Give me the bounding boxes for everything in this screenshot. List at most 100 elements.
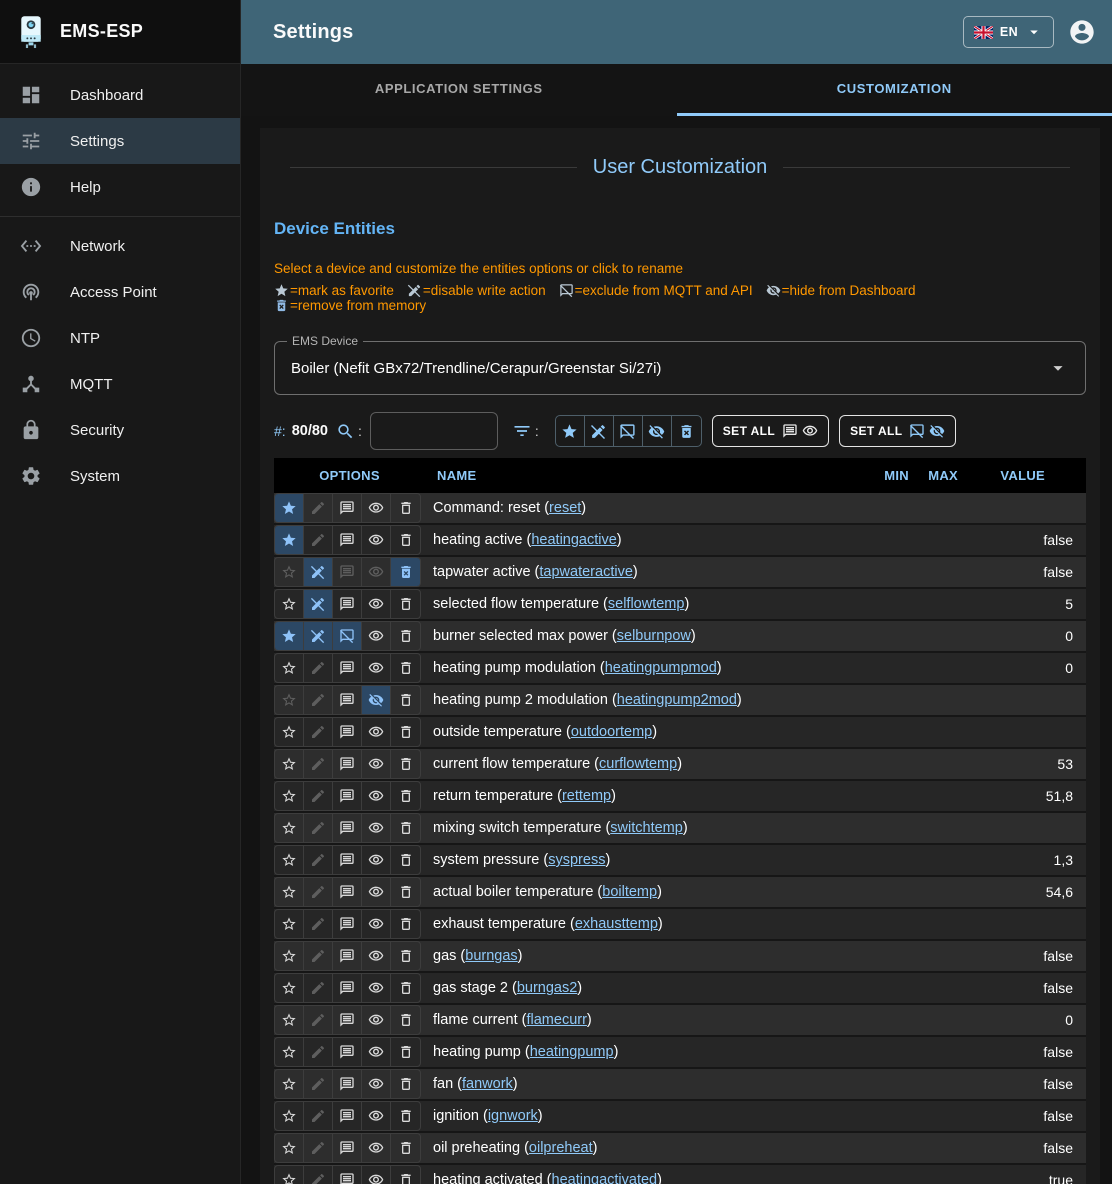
visibility-toggle[interactable] bbox=[362, 1006, 391, 1034]
mqtt-exclude-toggle[interactable] bbox=[333, 654, 362, 682]
remove-toggle[interactable] bbox=[391, 526, 420, 554]
entity-row[interactable]: heating active (heatingactive) false bbox=[274, 525, 1086, 557]
entity-shortname-link[interactable]: ignwork bbox=[487, 1108, 538, 1124]
entity-shortname-link[interactable]: oilpreheat bbox=[528, 1140, 593, 1156]
entity-shortname-link[interactable]: boiltemp bbox=[602, 884, 658, 900]
remove-toggle[interactable] bbox=[391, 590, 420, 618]
favorite-toggle[interactable] bbox=[275, 654, 304, 682]
favorite-toggle[interactable] bbox=[275, 814, 304, 842]
entity-row[interactable]: exhaust temperature (exhausttemp) bbox=[274, 909, 1086, 941]
mqtt-exclude-toggle[interactable] bbox=[333, 942, 362, 970]
search-input[interactable] bbox=[369, 412, 498, 450]
write-toggle[interactable] bbox=[304, 1070, 333, 1098]
write-toggle[interactable] bbox=[304, 558, 333, 586]
sidebar-item-ntp[interactable]: NTP bbox=[0, 315, 240, 361]
entity-row[interactable]: fan (fanwork) false bbox=[274, 1069, 1086, 1101]
entity-row[interactable]: heating pump 2 modulation (heatingpump2m… bbox=[274, 685, 1086, 717]
tab-customization[interactable]: CUSTOMIZATION bbox=[676, 64, 1112, 116]
mqtt-exclude-toggle[interactable] bbox=[333, 1166, 362, 1184]
entity-shortname-link[interactable]: tapwateractive bbox=[539, 564, 633, 580]
entity-row[interactable]: current flow temperature (curflowtemp) 5… bbox=[274, 749, 1086, 781]
write-toggle[interactable] bbox=[304, 910, 333, 938]
favorite-toggle[interactable] bbox=[275, 1134, 304, 1162]
visibility-toggle[interactable] bbox=[362, 942, 391, 970]
remove-toggle[interactable] bbox=[391, 974, 420, 1002]
visibility-toggle[interactable] bbox=[362, 1038, 391, 1066]
entity-row[interactable]: heating pump modulation (heatingpumpmod)… bbox=[274, 653, 1086, 685]
write-toggle[interactable] bbox=[304, 526, 333, 554]
entity-shortname-link[interactable]: rettemp bbox=[561, 788, 612, 804]
mqtt-exclude-toggle[interactable] bbox=[333, 494, 362, 522]
entity-row[interactable]: gas stage 2 (burngas2) false bbox=[274, 973, 1086, 1005]
visibility-toggle[interactable] bbox=[362, 686, 391, 714]
write-toggle[interactable] bbox=[304, 1006, 333, 1034]
entity-row[interactable]: Command: reset (reset) bbox=[274, 493, 1086, 525]
entity-shortname-link[interactable]: burngas bbox=[465, 948, 518, 964]
entity-shortname-link[interactable]: curflowtemp bbox=[599, 756, 678, 772]
mqtt-exclude-toggle[interactable] bbox=[333, 1070, 362, 1098]
write-toggle[interactable] bbox=[304, 686, 333, 714]
toggle-eye-off-icon[interactable] bbox=[643, 416, 672, 446]
favorite-toggle[interactable] bbox=[275, 782, 304, 810]
entity-row[interactable]: tapwater active (tapwateractive) false bbox=[274, 557, 1086, 589]
remove-toggle[interactable] bbox=[391, 846, 420, 874]
remove-toggle[interactable] bbox=[391, 1070, 420, 1098]
favorite-toggle[interactable] bbox=[275, 686, 304, 714]
remove-toggle[interactable] bbox=[391, 1166, 420, 1184]
favorite-toggle[interactable] bbox=[275, 974, 304, 1002]
favorite-toggle[interactable] bbox=[275, 718, 304, 746]
favorite-toggle[interactable] bbox=[275, 1006, 304, 1034]
remove-toggle[interactable] bbox=[391, 782, 420, 810]
remove-toggle[interactable] bbox=[391, 1102, 420, 1130]
write-toggle[interactable] bbox=[304, 942, 333, 970]
favorite-toggle[interactable] bbox=[275, 1166, 304, 1184]
remove-toggle[interactable] bbox=[391, 686, 420, 714]
mqtt-exclude-toggle[interactable] bbox=[333, 1006, 362, 1034]
entity-shortname-link[interactable]: syspress bbox=[548, 852, 606, 868]
entity-row[interactable]: mixing switch temperature (switchtemp) bbox=[274, 813, 1086, 845]
entity-shortname-link[interactable]: fanwork bbox=[462, 1076, 513, 1092]
remove-toggle[interactable] bbox=[391, 878, 420, 906]
sidebar-item-mqtt[interactable]: MQTT bbox=[0, 361, 240, 407]
favorite-toggle[interactable] bbox=[275, 910, 304, 938]
entity-shortname-link[interactable]: switchtemp bbox=[610, 820, 683, 836]
visibility-toggle[interactable] bbox=[362, 1070, 391, 1098]
remove-toggle[interactable] bbox=[391, 654, 420, 682]
write-toggle[interactable] bbox=[304, 1166, 333, 1184]
write-toggle[interactable] bbox=[304, 590, 333, 618]
ems-device-select[interactable]: EMS Device Boiler (Nefit GBx72/Trendline… bbox=[274, 334, 1086, 395]
entity-row[interactable]: ignition (ignwork) false bbox=[274, 1101, 1086, 1133]
entity-shortname-link[interactable]: heatingactive bbox=[531, 532, 617, 548]
account-icon[interactable] bbox=[1068, 18, 1096, 46]
entity-row[interactable]: heating pump (heatingpump) false bbox=[274, 1037, 1086, 1069]
mqtt-exclude-toggle[interactable] bbox=[333, 878, 362, 906]
entity-shortname-link[interactable]: heatingpump2mod bbox=[616, 692, 737, 708]
visibility-toggle[interactable] bbox=[362, 782, 391, 810]
visibility-toggle[interactable] bbox=[362, 654, 391, 682]
sidebar-item-network[interactable]: Network bbox=[0, 223, 240, 269]
entity-shortname-link[interactable]: selburnpow bbox=[616, 628, 691, 644]
language-selector[interactable]: EN bbox=[962, 16, 1054, 48]
mqtt-exclude-toggle[interactable] bbox=[333, 590, 362, 618]
entity-shortname-link[interactable]: selflowtemp bbox=[607, 596, 685, 612]
mqtt-exclude-toggle[interactable] bbox=[333, 782, 362, 810]
entity-row[interactable]: flame current (flamecurr) 0 bbox=[274, 1005, 1086, 1037]
entity-row[interactable]: gas (burngas) false bbox=[274, 941, 1086, 973]
visibility-toggle[interactable] bbox=[362, 558, 391, 586]
sidebar-item-access-point[interactable]: Access Point bbox=[0, 269, 240, 315]
set-all-button-1[interactable]: SET ALL bbox=[711, 415, 830, 447]
entity-row[interactable]: heating activated (heatingactivated) tru… bbox=[274, 1165, 1086, 1184]
entity-row[interactable]: return temperature (rettemp) 51,8 bbox=[274, 781, 1086, 813]
sidebar-item-help[interactable]: Help bbox=[0, 164, 240, 210]
entity-shortname-link[interactable]: reset bbox=[549, 500, 582, 516]
visibility-toggle[interactable] bbox=[362, 974, 391, 1002]
sidebar-item-settings[interactable]: Settings bbox=[0, 118, 240, 164]
mqtt-exclude-toggle[interactable] bbox=[333, 974, 362, 1002]
visibility-toggle[interactable] bbox=[362, 494, 391, 522]
entity-row[interactable]: oil preheating (oilpreheat) false bbox=[274, 1133, 1086, 1165]
remove-toggle[interactable] bbox=[391, 558, 420, 586]
visibility-toggle[interactable] bbox=[362, 526, 391, 554]
remove-toggle[interactable] bbox=[391, 1134, 420, 1162]
mqtt-exclude-toggle[interactable] bbox=[333, 846, 362, 874]
entity-row[interactable]: actual boiler temperature (boiltemp) 54,… bbox=[274, 877, 1086, 909]
